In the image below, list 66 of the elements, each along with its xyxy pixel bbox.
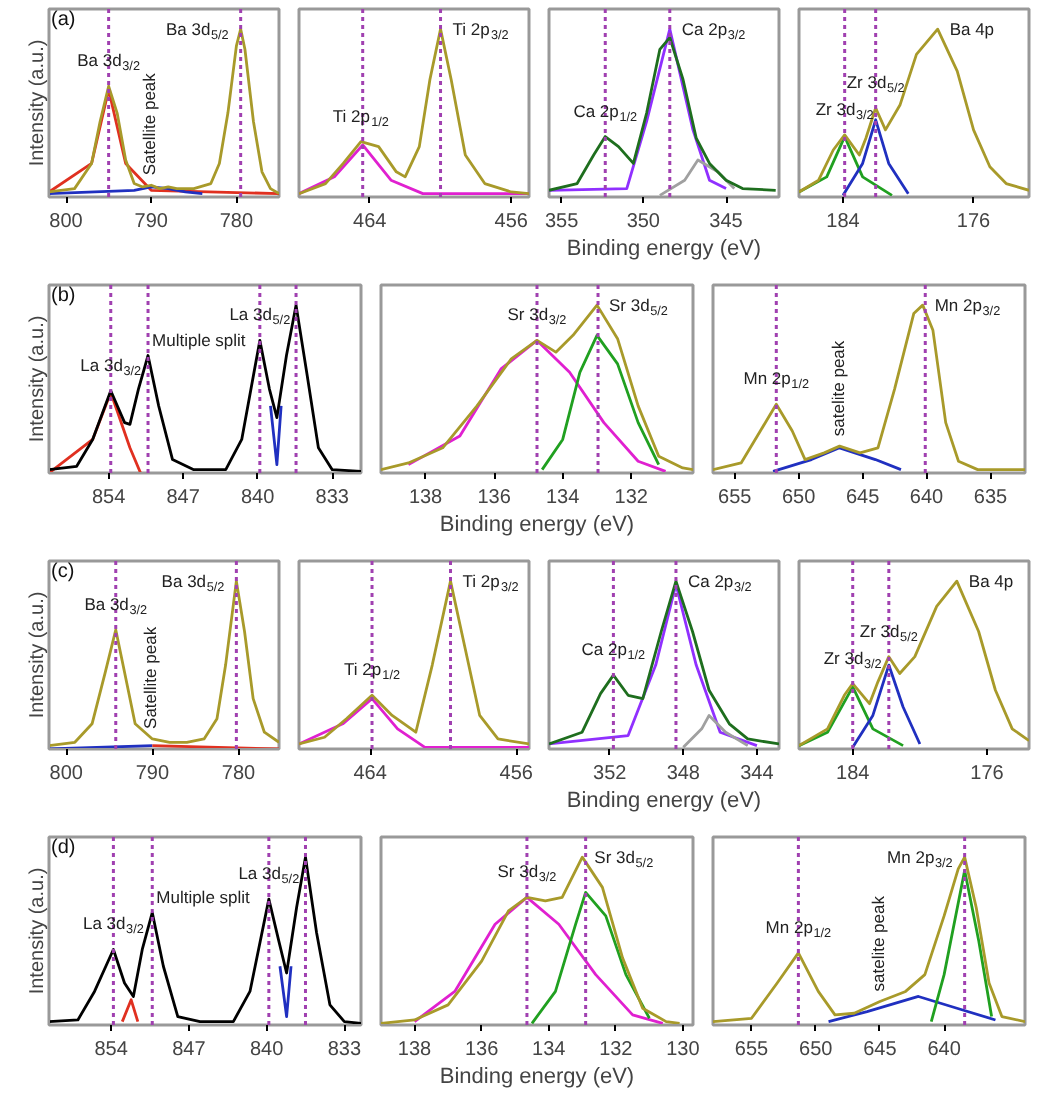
annotation: Ba 4p (949, 19, 995, 40)
x-tick-label: 840 (249, 1039, 285, 1061)
x-tick-label: 635 (973, 487, 1009, 509)
x-axis-title: Binding energy (eV) (439, 513, 635, 537)
x-tick-label: 348 (666, 763, 701, 785)
x-tick-label: 780 (219, 211, 254, 233)
x-tick-label: 352 (593, 763, 628, 785)
x-tick-label: 130 (666, 1039, 701, 1061)
chart-title: (d) (51, 837, 76, 859)
chart-title: (a) (51, 9, 76, 31)
y-axis-title: Intensity (a.u.) (27, 315, 49, 443)
x-tick-label: 800 (49, 211, 84, 233)
x-tick-label: 840 (241, 487, 276, 509)
x-tick-label: 780 (221, 763, 257, 785)
x-tick-label: 176 (956, 211, 992, 233)
x-tick-label: 132 (614, 487, 649, 509)
x-tick-label: 345 (709, 211, 744, 233)
x-tick-label: 134 (546, 487, 581, 509)
chart-title: (c) (51, 561, 75, 583)
x-tick-label: 176 (970, 763, 1005, 785)
x-axis-title: Binding energy (eV) (566, 789, 762, 813)
x-tick-label: 136 (477, 487, 512, 509)
x-tick-label: 350 (626, 211, 661, 233)
x-tick-label: 184 (836, 763, 871, 785)
annotation: Satellite peak (140, 625, 161, 729)
x-tick-label: 645 (845, 487, 881, 509)
x-tick-label: 464 (353, 211, 388, 233)
annotation: Multiple split (156, 886, 252, 907)
x-tick-label: 184 (826, 211, 861, 233)
annotation: satelite peak (867, 894, 888, 992)
chart-title: (b) (51, 285, 76, 307)
x-tick-label: 645 (863, 1039, 898, 1061)
x-tick-label: 640 (927, 1039, 962, 1061)
y-axis-title: Intensity (a.u.) (27, 39, 49, 167)
x-tick-label: 650 (781, 487, 817, 509)
x-tick-label: 847 (166, 487, 201, 509)
x-tick-label: 655 (718, 487, 753, 509)
x-tick-label: 136 (464, 1039, 500, 1061)
x-tick-label: 833 (327, 1039, 362, 1061)
x-tick-label: 344 (740, 763, 775, 785)
x-tick-label: 134 (532, 1039, 567, 1061)
x-axis-title: Binding energy (eV) (566, 237, 762, 261)
x-tick-label: 833 (315, 487, 350, 509)
x-tick-label: 456 (499, 763, 534, 785)
x-tick-label: 132 (599, 1039, 634, 1061)
x-tick-label: 790 (134, 211, 169, 233)
annotation: satelite peak (827, 339, 848, 437)
x-tick-label: 464 (353, 763, 388, 785)
x-tick-label: 456 (494, 211, 529, 233)
annotation: Satellite peak (139, 71, 160, 176)
x-tick-label: 800 (49, 763, 84, 785)
x-tick-label: 790 (135, 763, 170, 785)
x-tick-label: 847 (172, 1039, 207, 1061)
x-tick-label: 138 (408, 487, 444, 509)
x-tick-label: 854 (94, 1039, 129, 1061)
x-tick-label: 655 (734, 1039, 770, 1061)
y-axis-title: Intensity (a.u.) (27, 867, 49, 995)
x-tick-label: 650 (799, 1039, 834, 1061)
x-tick-label: 138 (397, 1039, 433, 1061)
x-tick-label: 854 (91, 487, 127, 509)
y-axis-title: Intensity (a.u.) (27, 591, 49, 719)
annotation: Multiple split (152, 329, 247, 350)
x-tick-label: 640 (909, 487, 945, 509)
x-tick-label: 355 (545, 211, 580, 233)
annotation: Ba 4p (968, 571, 1014, 592)
x-axis-title: Binding energy (eV) (439, 1065, 635, 1089)
